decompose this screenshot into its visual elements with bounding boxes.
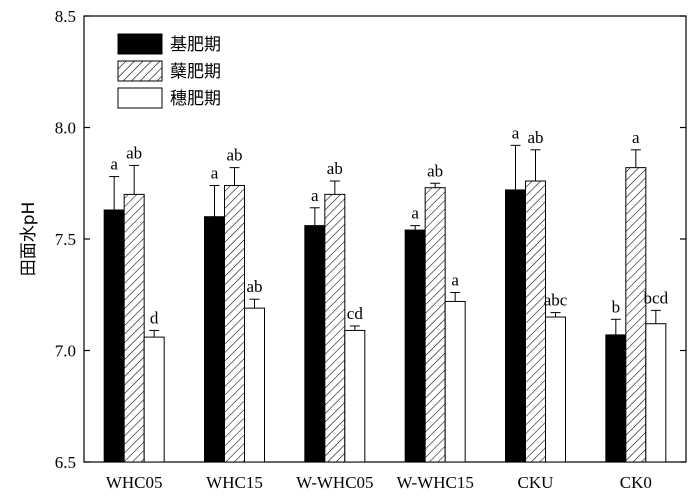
significance-label: ab bbox=[327, 159, 343, 178]
bar bbox=[545, 316, 566, 463]
significance-label: ab bbox=[246, 277, 262, 296]
bar bbox=[204, 216, 225, 463]
significance-label: a bbox=[632, 128, 640, 147]
bar bbox=[324, 193, 346, 463]
plot-frame bbox=[83, 15, 687, 463]
legend-label: 基肥期 bbox=[170, 35, 221, 55]
legend-label: 穗肥期 bbox=[170, 89, 221, 109]
legend-swatch bbox=[117, 33, 163, 55]
bar bbox=[244, 307, 265, 463]
legend-label: 蘖肥期 bbox=[170, 62, 221, 82]
y-tick-label: 6.5 bbox=[55, 453, 76, 472]
significance-label: cd bbox=[347, 304, 364, 323]
bar bbox=[304, 225, 326, 463]
bar bbox=[505, 189, 526, 463]
x-tick-label: CKU bbox=[518, 473, 554, 492]
significance-label: a bbox=[311, 186, 319, 205]
x-tick-label: W-WHC15 bbox=[396, 473, 473, 492]
bar bbox=[605, 334, 627, 463]
significance-label: ab bbox=[226, 146, 242, 165]
bar bbox=[424, 187, 446, 463]
significance-label: d bbox=[150, 308, 159, 327]
significance-label: abc bbox=[544, 291, 568, 310]
significance-label: a bbox=[451, 271, 459, 290]
x-tick-label: WHC15 bbox=[206, 473, 263, 492]
x-tick-label: CK0 bbox=[620, 473, 652, 492]
significance-label: bcd bbox=[644, 288, 669, 307]
y-tick-label: 8.0 bbox=[55, 119, 76, 138]
y-tick-label: 8.5 bbox=[55, 7, 76, 26]
significance-label: ab bbox=[527, 128, 543, 147]
y-axis-label: 田面水pH bbox=[19, 202, 39, 277]
legend-swatch bbox=[117, 60, 163, 82]
bar bbox=[123, 193, 145, 463]
significance-label: ab bbox=[427, 161, 443, 180]
significance-label: a bbox=[110, 155, 118, 174]
x-tick-label: W-WHC05 bbox=[296, 473, 373, 492]
significance-label: a bbox=[411, 204, 419, 223]
bar bbox=[444, 300, 466, 463]
bar bbox=[525, 180, 546, 463]
y-tick-label: 7.0 bbox=[55, 342, 76, 361]
significance-label: b bbox=[612, 297, 621, 316]
significance-label: a bbox=[211, 163, 219, 182]
bar bbox=[103, 209, 125, 463]
significance-label: a bbox=[512, 123, 520, 142]
x-tick-label: WHC05 bbox=[106, 473, 163, 492]
plot-area: 6.57.07.58.08.5aabdWHC05aababWHC15aabcdW… bbox=[55, 7, 687, 492]
bar bbox=[224, 184, 245, 463]
bar bbox=[404, 229, 426, 463]
bar bbox=[625, 167, 647, 463]
significance-label: ab bbox=[126, 143, 142, 162]
y-tick-label: 7.5 bbox=[55, 230, 76, 249]
bar bbox=[645, 323, 667, 463]
bar bbox=[143, 336, 165, 463]
legend-swatch bbox=[117, 87, 163, 109]
bar bbox=[344, 329, 366, 463]
